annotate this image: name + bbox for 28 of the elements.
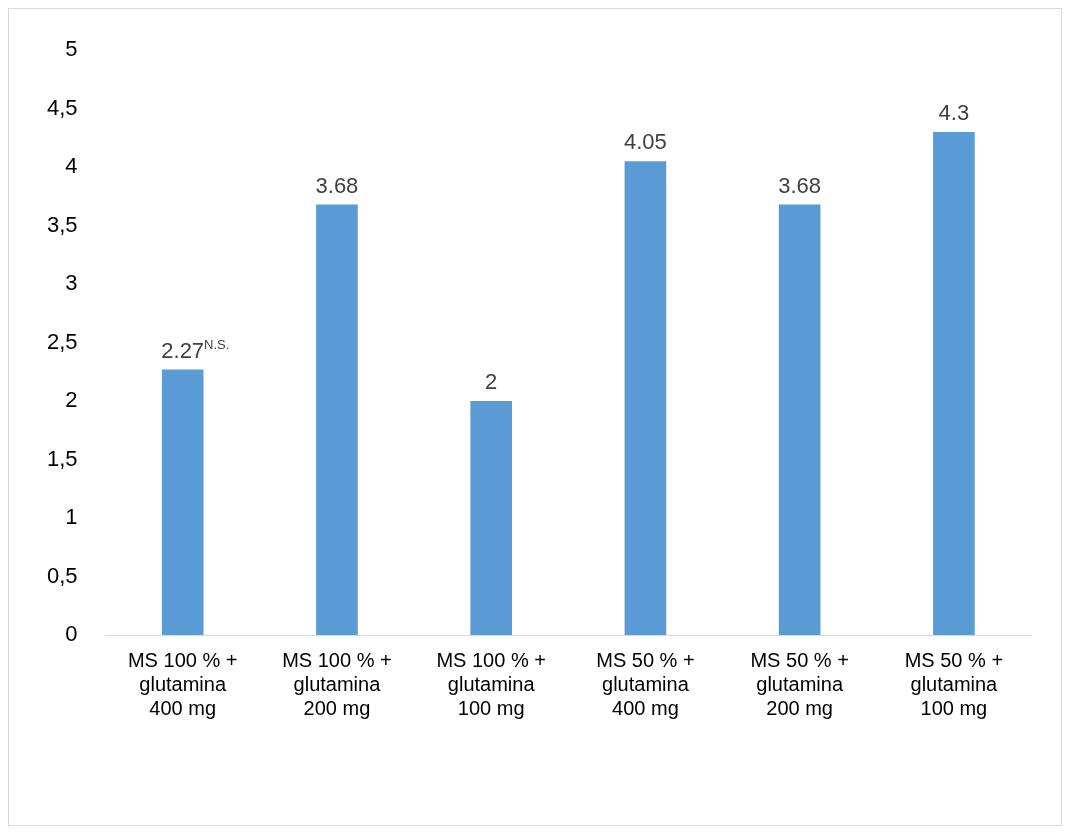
data-label: 4.3 xyxy=(938,100,970,126)
y-tick-label: 0 xyxy=(65,621,78,647)
y-tick-label: 3,5 xyxy=(46,211,78,237)
data-label: 3.68 xyxy=(778,172,822,198)
bar xyxy=(316,204,358,635)
y-tick-label: 1,5 xyxy=(46,445,78,471)
y-tick-label: 0,5 xyxy=(46,562,78,588)
y-tick-label: 2 xyxy=(65,387,78,413)
y-tick-label: 4 xyxy=(65,153,78,179)
y-tick-label: 1 xyxy=(65,504,78,530)
y-tick-label: 3 xyxy=(65,270,78,296)
x-tick-label: MS 50 % + glutamina 400 mg xyxy=(596,648,695,719)
bar xyxy=(161,369,204,635)
data-label: 2 xyxy=(485,369,498,395)
data-label: 4.05 xyxy=(624,129,667,155)
x-tick-label: MS 100 % + glutamina 200 mg xyxy=(282,648,392,719)
bar xyxy=(933,132,975,635)
bar xyxy=(470,401,512,635)
y-tick-label: 2,5 xyxy=(46,328,78,354)
x-tick-label: MS 50 % + glutamina 200 mg xyxy=(750,648,849,719)
y-tick-label: 5 xyxy=(65,36,78,62)
x-tick-label: MS 100 % + glutamina 100 mg xyxy=(436,648,546,719)
bar xyxy=(624,161,667,635)
x-tick-label: MS 100 % + glutamina 400 mg xyxy=(127,648,238,719)
data-label: 3.68 xyxy=(315,172,359,198)
bar xyxy=(778,204,821,635)
y-tick-label: 4,5 xyxy=(46,94,78,120)
x-tick-label: MS 50 % + glutamina 100 mg xyxy=(904,648,1004,719)
